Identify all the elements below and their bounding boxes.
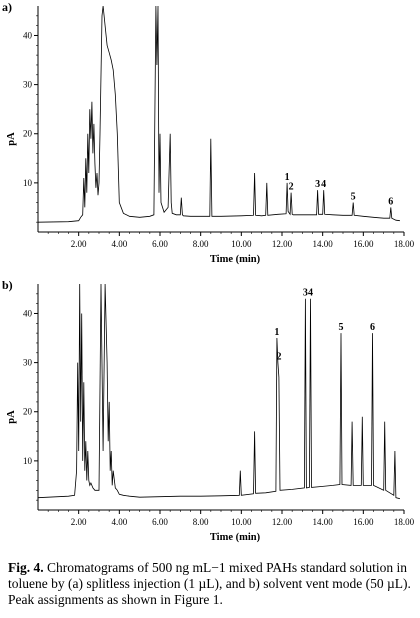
peak-label-2: 2 (276, 352, 281, 363)
peak-label-6: 6 (370, 322, 375, 333)
chromatogram-trace (38, 6, 400, 223)
y-tick-label: 20 (23, 129, 33, 139)
y-tick-label: 40 (23, 308, 33, 318)
x-tick-label: 12.00 (272, 239, 293, 249)
y-tick-label: 20 (23, 407, 33, 417)
panel-label: a) (2, 0, 12, 14)
peak-label-4: 4 (308, 288, 313, 299)
peak-label-5: 5 (351, 192, 356, 203)
x-axis-label: Time (min) (210, 532, 261, 543)
x-tick-label: 4.00 (111, 239, 127, 249)
y-tick-label: 10 (23, 178, 33, 188)
peak-label-4: 4 (321, 179, 326, 190)
peak-label-6: 6 (388, 196, 393, 207)
x-tick-label: 16.00 (353, 239, 374, 249)
x-tick-label: 8.00 (193, 239, 209, 249)
x-tick-label: 18.00 (394, 239, 415, 249)
x-tick-label: 8.00 (193, 517, 209, 527)
x-tick-label: 6.00 (152, 517, 168, 527)
y-tick-label: 10 (23, 456, 33, 466)
peak-label-1: 1 (285, 172, 290, 183)
peak-label-5: 5 (338, 322, 343, 333)
x-tick-label: 18.00 (394, 517, 415, 527)
peak-label-3: 3 (303, 288, 308, 299)
x-tick-label: 14.00 (313, 239, 334, 249)
y-tick-label: 30 (23, 358, 33, 368)
x-tick-label: 6.00 (152, 239, 168, 249)
x-tick-label: 10.00 (231, 239, 252, 249)
x-tick-label: 14.00 (313, 517, 334, 527)
chromatogram-a: a) 2.00 4.00 6.00 8.00 10.00 12.00 14.00 16.00 18… (2, 0, 415, 265)
peak-label-3: 3 (315, 179, 320, 190)
x-tick-label: 10.00 (231, 517, 252, 527)
x-tick-label: 4.00 (111, 517, 127, 527)
peak-label-2: 2 (289, 182, 294, 193)
x-tick-label: 2.00 (71, 517, 87, 527)
x-tick-label: 2.00 (71, 239, 87, 249)
caption-label: Fig. 4. (8, 560, 44, 575)
y-axis-label: pA (6, 410, 17, 424)
x-axis-label: Time (min) (210, 254, 261, 265)
caption-text: Chromatograms of 500 ng mL−1 mixed PAHs … (8, 560, 411, 607)
chromatogram-trace (38, 284, 400, 500)
figure-caption: Fig. 4. Chromatograms of 500 ng mL−1 mix… (8, 560, 414, 608)
y-tick-label: 30 (23, 80, 33, 90)
x-tick-label: 16.00 (353, 517, 374, 527)
panel-label: b) (2, 278, 13, 292)
x-tick-label: 12.00 (272, 517, 293, 527)
chromatogram-b: b) 2.00 4.00 6.00 8.00 10.00 12.00 14.00 16.00 18… (2, 278, 415, 543)
y-tick-label: 40 (23, 30, 33, 40)
y-axis-label: pA (6, 132, 17, 146)
peak-label-1: 1 (274, 327, 279, 338)
